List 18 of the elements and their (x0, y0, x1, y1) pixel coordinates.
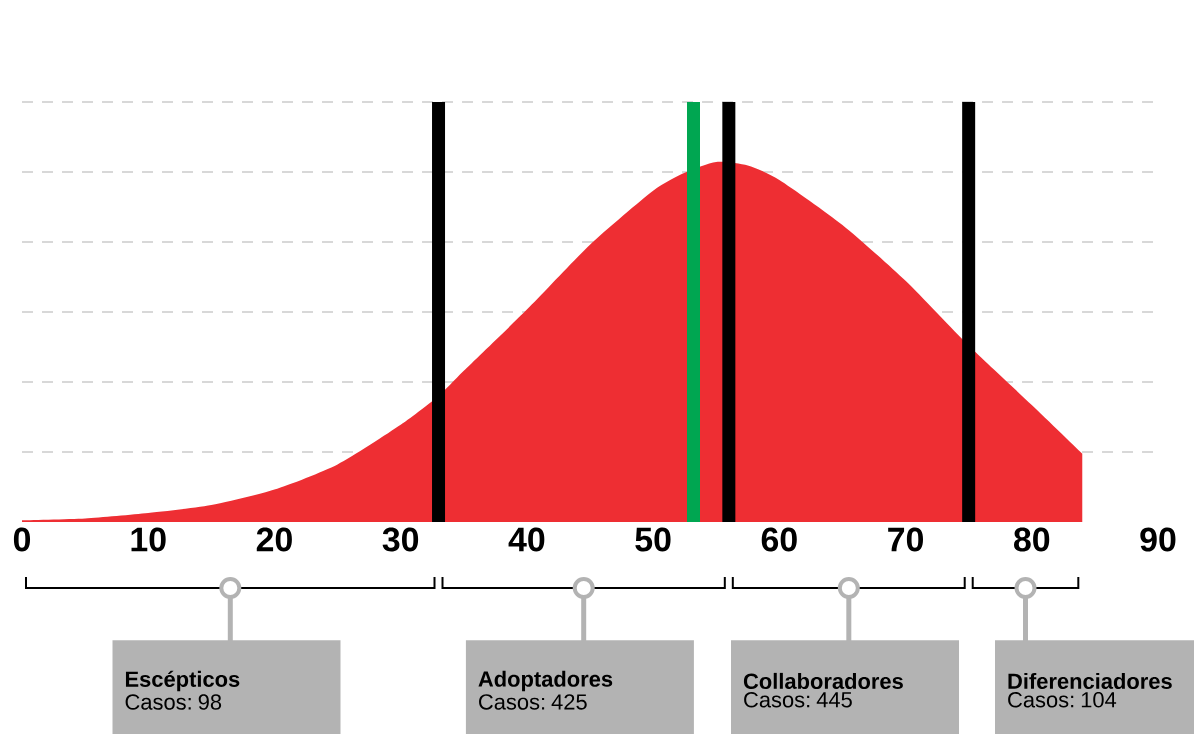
x-tick-label: 30 (382, 527, 419, 552)
text: Casos: 425 (479, 694, 587, 710)
x-tick-label: 80 (1014, 527, 1050, 552)
text: Diferenciadores (1008, 672, 1172, 689)
text: Casos: 445 (744, 691, 852, 708)
x-tick-label: 90 (1140, 527, 1176, 552)
x-tick-label: 0 (13, 527, 31, 552)
x-tick-label: 10 (131, 527, 166, 552)
x-tick-label: 70 (888, 527, 923, 552)
x-tick-label: 40 (508, 527, 545, 552)
x-tick-label: 20 (256, 527, 292, 552)
text: Collaboradores (743, 672, 903, 689)
x-tick-label: 60 (761, 527, 797, 552)
text: Casos: 104 (1008, 691, 1117, 708)
text: Casos: 98 (125, 694, 222, 710)
text: Adoptadores (478, 670, 613, 692)
x-tick-label: 50 (635, 527, 671, 552)
text: Escépticos (125, 670, 240, 692)
